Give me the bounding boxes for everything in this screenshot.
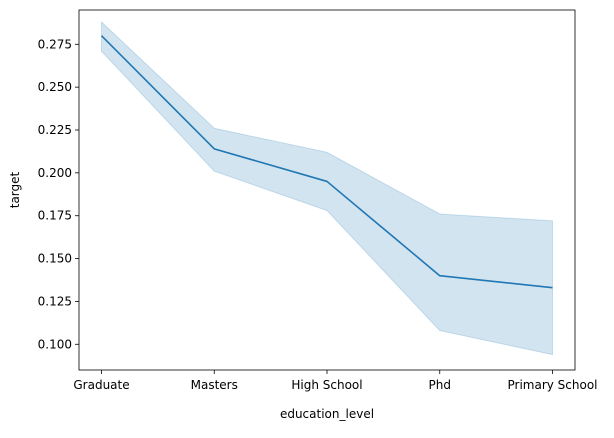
x-tick-label: High School	[291, 378, 362, 392]
y-tick-label: 0.275	[38, 37, 72, 51]
x-tick-label: Primary School	[507, 378, 597, 392]
y-tick-label: 0.175	[38, 209, 72, 223]
x-tick-label: Masters	[191, 378, 238, 392]
confidence-band-layer	[101, 20, 553, 356]
x-tick-label: Phd	[429, 378, 451, 392]
y-tick-label: 0.150	[38, 252, 72, 266]
series-line-layer	[100, 35, 553, 289]
series-line	[100, 35, 553, 289]
y-tick-label: 0.250	[38, 80, 72, 94]
y-tick-label: 0.100	[38, 337, 72, 351]
x-tick-layer: Graduate Masters High School Phd Primary Sch…	[73, 370, 598, 392]
y-tick-label: 0.200	[38, 166, 72, 180]
y-axis-label: target	[8, 171, 22, 208]
x-tick-label: Graduate	[73, 378, 129, 392]
x-axis-label: education_level	[280, 407, 374, 421]
y-tick-layer: 0.100 0.125 0.150 0.175 0.200 0.225 0.250 0.275	[38, 37, 79, 351]
y-tick-label: 0.125	[38, 294, 72, 308]
confidence-band	[101, 20, 553, 356]
y-tick-label: 0.225	[38, 123, 72, 137]
